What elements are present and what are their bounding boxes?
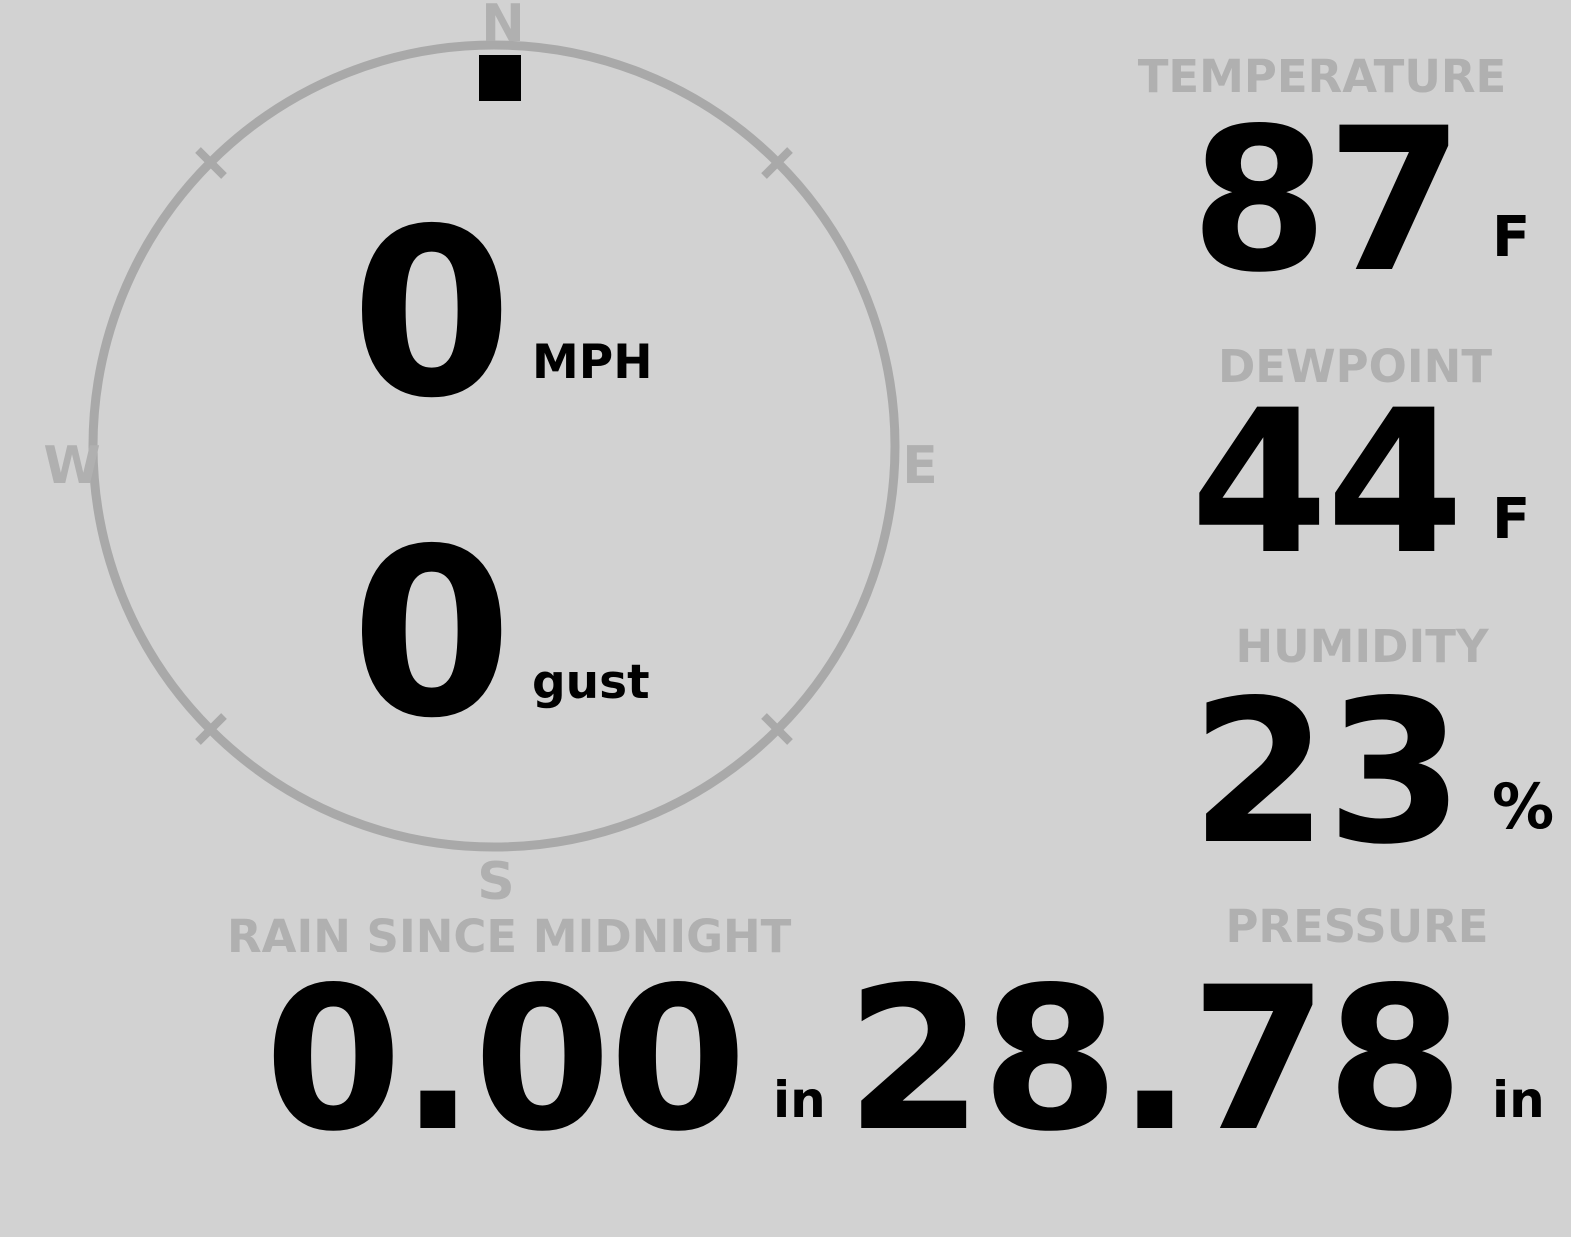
temperature-value: 87 <box>1190 85 1464 316</box>
dewpoint-value: 44 <box>1190 367 1464 598</box>
humidity-readout: 23 % <box>812 674 1554 872</box>
rain-value: 0.00 <box>264 944 747 1175</box>
pressure-header: PRESSURE <box>1225 900 1489 953</box>
dewpoint-readout: 44 F <box>812 384 1530 582</box>
compass-label-west: W <box>43 436 101 496</box>
compass-label-east: E <box>902 436 938 496</box>
pressure-value: 28.78 <box>845 944 1464 1175</box>
wind-gust-readout: 0 gust <box>0 518 650 750</box>
temperature-header: TEMPERATURE <box>1137 50 1507 103</box>
rain-unit: in <box>773 1071 826 1129</box>
dewpoint-unit: F <box>1492 487 1531 552</box>
rain-readout: 0.00 in <box>0 961 825 1159</box>
humidity-value: 23 <box>1190 657 1464 888</box>
pressure-readout: 28.78 in <box>812 961 1545 1159</box>
wind-speed-value: 0 <box>350 179 512 449</box>
compass-ticks <box>195 147 793 745</box>
wind-gust-unit: gust <box>532 655 650 710</box>
wind-gust-value: 0 <box>350 499 512 769</box>
compass-label-north: N <box>481 0 525 54</box>
temperature-unit: F <box>1492 205 1531 270</box>
dewpoint-header: DEWPOINT <box>1217 340 1493 393</box>
pressure-unit: in <box>1492 1071 1545 1129</box>
humidity-unit: % <box>1492 770 1555 843</box>
compass-label-south: S <box>477 852 515 912</box>
compass-ring-icon <box>88 40 900 852</box>
humidity-header: HUMIDITY <box>1235 620 1489 673</box>
wind-direction-marker-icon <box>479 55 521 101</box>
temperature-readout: 87 F <box>812 102 1530 300</box>
rain-header: RAIN SINCE MIDNIGHT <box>227 910 792 963</box>
wind-speed-unit: MPH <box>532 335 653 390</box>
wind-speed-readout: 0 MPH <box>0 198 653 430</box>
